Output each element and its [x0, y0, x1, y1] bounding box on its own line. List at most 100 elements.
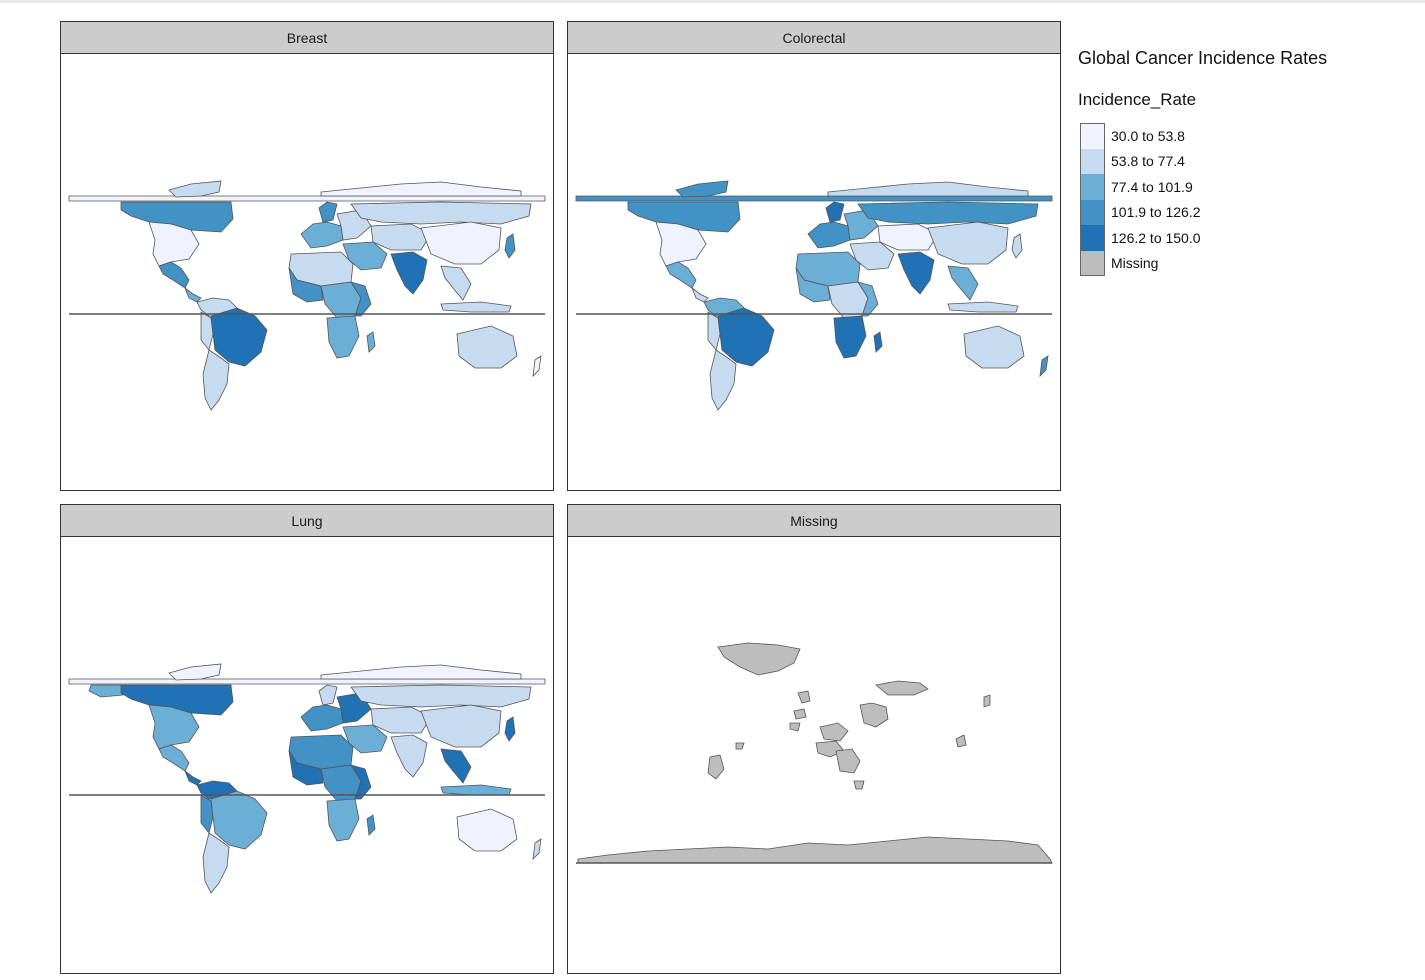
facet-colorectal: Colorectal	[567, 21, 1061, 491]
argentina-chile	[709, 349, 737, 411]
brazil	[210, 307, 268, 367]
legend-swatch	[1080, 174, 1105, 200]
legend-label: Missing	[1111, 255, 1159, 272]
west-africa	[288, 267, 324, 303]
greenland	[717, 642, 801, 676]
india	[390, 251, 428, 295]
island	[735, 742, 745, 750]
west-africa	[288, 750, 324, 786]
argentina-chile	[202, 832, 230, 894]
southern-africa	[833, 315, 867, 359]
china	[927, 221, 1009, 265]
legend-title: Incidence_Rate	[1078, 90, 1197, 109]
australia	[456, 325, 518, 369]
island	[793, 708, 807, 720]
island	[789, 722, 801, 732]
japan	[1011, 233, 1023, 259]
new-zealand	[532, 355, 542, 378]
east-africa	[857, 281, 879, 317]
facet-strip-label: Colorectal	[568, 22, 1060, 54]
russia	[350, 201, 532, 225]
indonesia	[947, 301, 1019, 313]
island	[983, 694, 991, 708]
facet-breast: Breast	[60, 21, 554, 491]
facet-lung: Lung	[60, 504, 554, 974]
scandinavia	[825, 201, 845, 223]
alaska	[88, 684, 124, 698]
legend-item: 126.2 to 150.0	[1080, 225, 1408, 251]
legend-swatch	[1080, 225, 1105, 251]
facet-strip-label: Lung	[61, 505, 553, 537]
world-map-lung	[68, 663, 546, 894]
island	[819, 722, 849, 742]
legend-label: 126.2 to 150.0	[1111, 229, 1201, 246]
greenland	[168, 180, 222, 198]
central-america	[184, 286, 202, 303]
siberian-islands	[320, 664, 522, 680]
arctic-band	[68, 195, 546, 202]
legend-swatch	[1080, 199, 1105, 225]
china	[420, 704, 502, 748]
mexico	[158, 744, 190, 772]
indonesia	[440, 301, 512, 313]
mexico	[158, 261, 190, 289]
legend-swatch	[1080, 123, 1105, 149]
australia	[963, 325, 1025, 369]
top-divider	[0, 0, 1425, 3]
mexico	[665, 261, 697, 289]
scandinavia	[318, 201, 338, 223]
new-zealand	[532, 838, 542, 861]
siberian-islands	[320, 181, 522, 197]
island	[707, 754, 725, 780]
island	[835, 748, 861, 774]
island	[797, 690, 811, 704]
western-europe	[807, 221, 851, 249]
japan	[504, 716, 516, 742]
peru	[707, 311, 721, 351]
legend-item: 77.4 to 101.9	[1080, 174, 1408, 200]
central-america	[184, 769, 202, 786]
madagascar	[366, 814, 376, 836]
southern-africa	[326, 798, 360, 842]
india	[897, 251, 935, 295]
southeast-asia	[440, 748, 472, 784]
japan	[504, 233, 516, 259]
world-map-missing	[576, 642, 1053, 864]
legend-item: Missing	[1080, 250, 1408, 276]
east-africa	[350, 764, 372, 800]
west-africa	[795, 267, 831, 303]
russia	[857, 201, 1039, 225]
legend-item: 101.9 to 126.2	[1080, 199, 1408, 225]
peru	[200, 311, 214, 351]
chart-title: Global Cancer Incidence Rates	[1078, 48, 1328, 68]
arctic-band	[575, 195, 1053, 202]
southeast-asia	[440, 265, 472, 301]
southern-africa	[326, 315, 360, 359]
china	[420, 221, 502, 265]
legend-label: 101.9 to 126.2	[1111, 204, 1201, 221]
russia	[350, 684, 532, 708]
legend-item: 53.8 to 77.4	[1080, 148, 1408, 174]
india	[390, 734, 428, 778]
legend-label: 53.8 to 77.4	[1111, 153, 1185, 170]
legend-label: 77.4 to 101.9	[1111, 178, 1193, 195]
world-map-breast	[68, 180, 546, 411]
scandinavia	[318, 684, 338, 706]
arctic-band	[68, 678, 546, 685]
madagascar	[366, 331, 376, 353]
antarctica	[577, 836, 1053, 864]
arctic-island	[875, 680, 929, 696]
siberian-islands	[827, 181, 1029, 197]
facet-strip-label: Breast	[61, 22, 553, 54]
new-zealand	[1039, 355, 1049, 378]
indonesia	[440, 784, 512, 796]
greenland	[168, 663, 222, 681]
legend-item: 30.0 to 53.8	[1080, 123, 1408, 149]
legend-items: 30.0 to 53.8 53.8 to 77.4 77.4 to 101.9 …	[1080, 123, 1408, 276]
island	[853, 780, 865, 790]
usa	[148, 704, 200, 750]
east-africa	[350, 281, 372, 317]
usa	[655, 221, 707, 267]
usa	[148, 221, 200, 267]
australia	[456, 808, 518, 852]
